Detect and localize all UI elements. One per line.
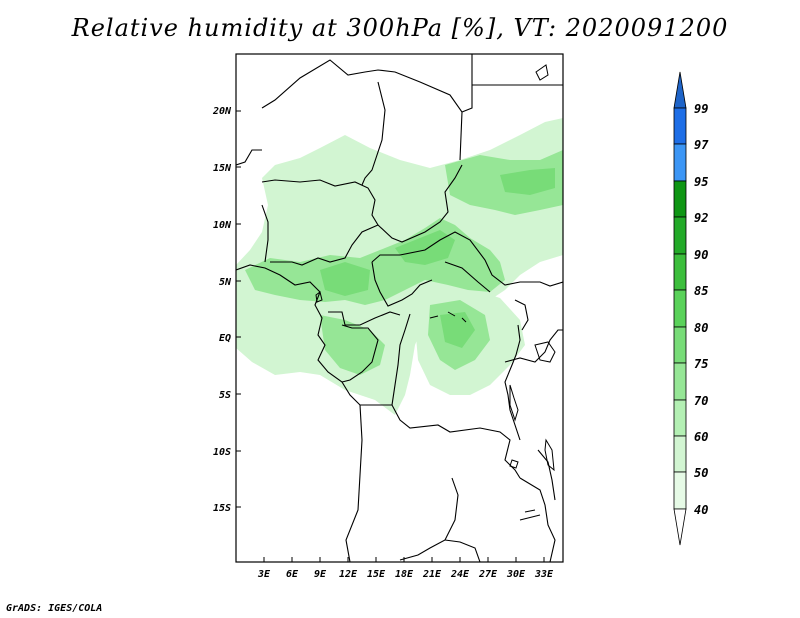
colorbar-arrow-bottom (673, 508, 687, 546)
lon-label: 21E (422, 569, 442, 580)
colorbar-label: 70 (694, 394, 708, 408)
colorbar-segment (673, 399, 687, 437)
lake-outlines (315, 64, 556, 521)
longitude-labels: 3E 6E 9E 12E 15E 18E 21E 24E 27E 30E 33E (257, 569, 554, 580)
colorbar-label: 95 (694, 175, 708, 189)
humidity-core-80-b (395, 230, 455, 265)
colorbar-segment (673, 289, 687, 328)
colorbar-arrow-top (673, 71, 687, 109)
lat-label: 20N (212, 106, 232, 117)
humidity-core-80-c (500, 168, 555, 195)
lon-label: 15E (367, 569, 386, 580)
colorbar-labels: 99 97 95 92 90 85 80 75 70 60 50 40 (694, 102, 709, 517)
humidity-core-80-a (320, 262, 370, 296)
colorbar-label: 40 (694, 503, 708, 517)
humidity-field (236, 118, 563, 415)
lon-label: 24E (450, 569, 470, 580)
colorbar-segment (673, 362, 687, 401)
country-borders (236, 54, 563, 562)
lat-label: EQ (219, 333, 231, 344)
colorbar-segment (673, 107, 687, 145)
humidity-core-80-d (440, 312, 475, 348)
grads-credit: GrADS: IGES/COLA (6, 603, 103, 614)
lat-label: 15N (213, 163, 232, 174)
lat-label: 10N (213, 220, 232, 231)
lon-label: 9E (314, 569, 327, 580)
colorbar-label: 92 (694, 211, 708, 225)
colorbar-label: 50 (694, 466, 708, 480)
axis-ticks (236, 110, 545, 562)
colorbar-label: 85 (694, 284, 708, 298)
lon-label: 12E (339, 569, 358, 580)
colorbar-label: 75 (694, 357, 708, 371)
latitude-labels: 20N 15N 10N 5N EQ 5S 10S 15S (212, 106, 232, 514)
colorbar-label: 97 (694, 138, 709, 152)
colorbar-label: 99 (694, 102, 708, 116)
colorbar-label: 60 (694, 430, 708, 444)
colorbar (673, 71, 687, 546)
lat-label: 15S (213, 503, 231, 514)
colorbar-segment (673, 143, 687, 182)
lon-label: 30E (506, 569, 526, 580)
colorbar-segment (673, 180, 687, 218)
lat-label: 10S (213, 447, 231, 458)
lon-label: 18E (395, 569, 414, 580)
colorbar-segment (673, 216, 687, 255)
lat-label: 5N (219, 277, 232, 288)
humidity-band-75-south (320, 315, 385, 375)
colorbar-label: 80 (694, 321, 708, 335)
colorbar-segment (673, 435, 687, 473)
colorbar-label: 90 (694, 248, 708, 262)
lon-label: 6E (286, 569, 299, 580)
lon-label: 33E (534, 569, 554, 580)
map-frame (235, 53, 564, 563)
lon-label: 27E (478, 569, 498, 580)
colorbar-segment (673, 471, 687, 510)
colorbar-segment (673, 253, 687, 291)
lon-label: 3E (257, 569, 271, 580)
chart-title: Relative humidity at 300hPa [%], VT: 202… (71, 14, 729, 42)
lat-label: 5S (219, 390, 231, 401)
colorbar-segment (673, 326, 687, 364)
